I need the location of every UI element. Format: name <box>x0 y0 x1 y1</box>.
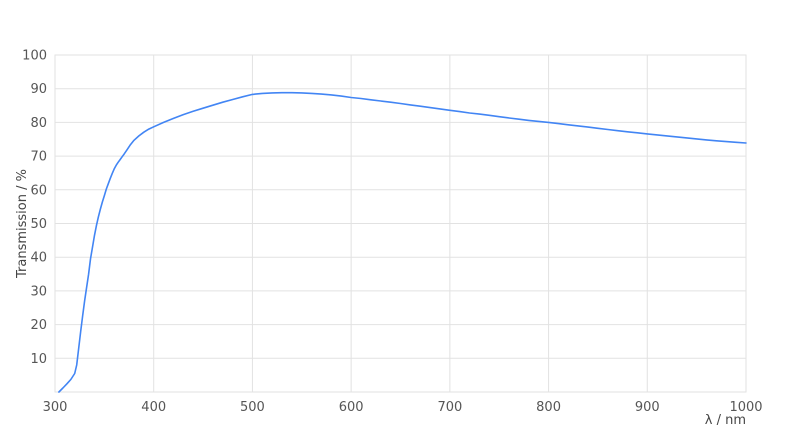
y-tick-label: 10 <box>30 352 47 367</box>
x-axis-title: λ / nm <box>704 413 746 428</box>
y-tick-label: 90 <box>30 82 47 97</box>
y-tick-label: 60 <box>30 183 47 198</box>
x-tick-label: 500 <box>240 400 265 415</box>
y-tick-label: 100 <box>22 49 47 64</box>
x-tick-label: 600 <box>339 400 364 415</box>
y-tick-label: 40 <box>30 251 47 266</box>
y-tick-label: 20 <box>30 318 47 333</box>
y-axis-title: Transmission / % <box>15 169 30 278</box>
y-tick-label: 70 <box>30 150 47 165</box>
x-tick-label: 300 <box>43 400 68 415</box>
x-tick-label: 800 <box>536 400 561 415</box>
x-tick-label: 900 <box>635 400 660 415</box>
x-tick-label: 700 <box>437 400 462 415</box>
x-tick-label: 1000 <box>729 400 762 415</box>
plot-border <box>54 54 747 393</box>
y-tick-label: 80 <box>30 116 47 131</box>
series-line-transmission <box>58 91 747 393</box>
y-tick-label: 50 <box>30 217 47 232</box>
x-tick-label: 400 <box>141 400 166 415</box>
y-tick-label: 30 <box>30 284 47 299</box>
